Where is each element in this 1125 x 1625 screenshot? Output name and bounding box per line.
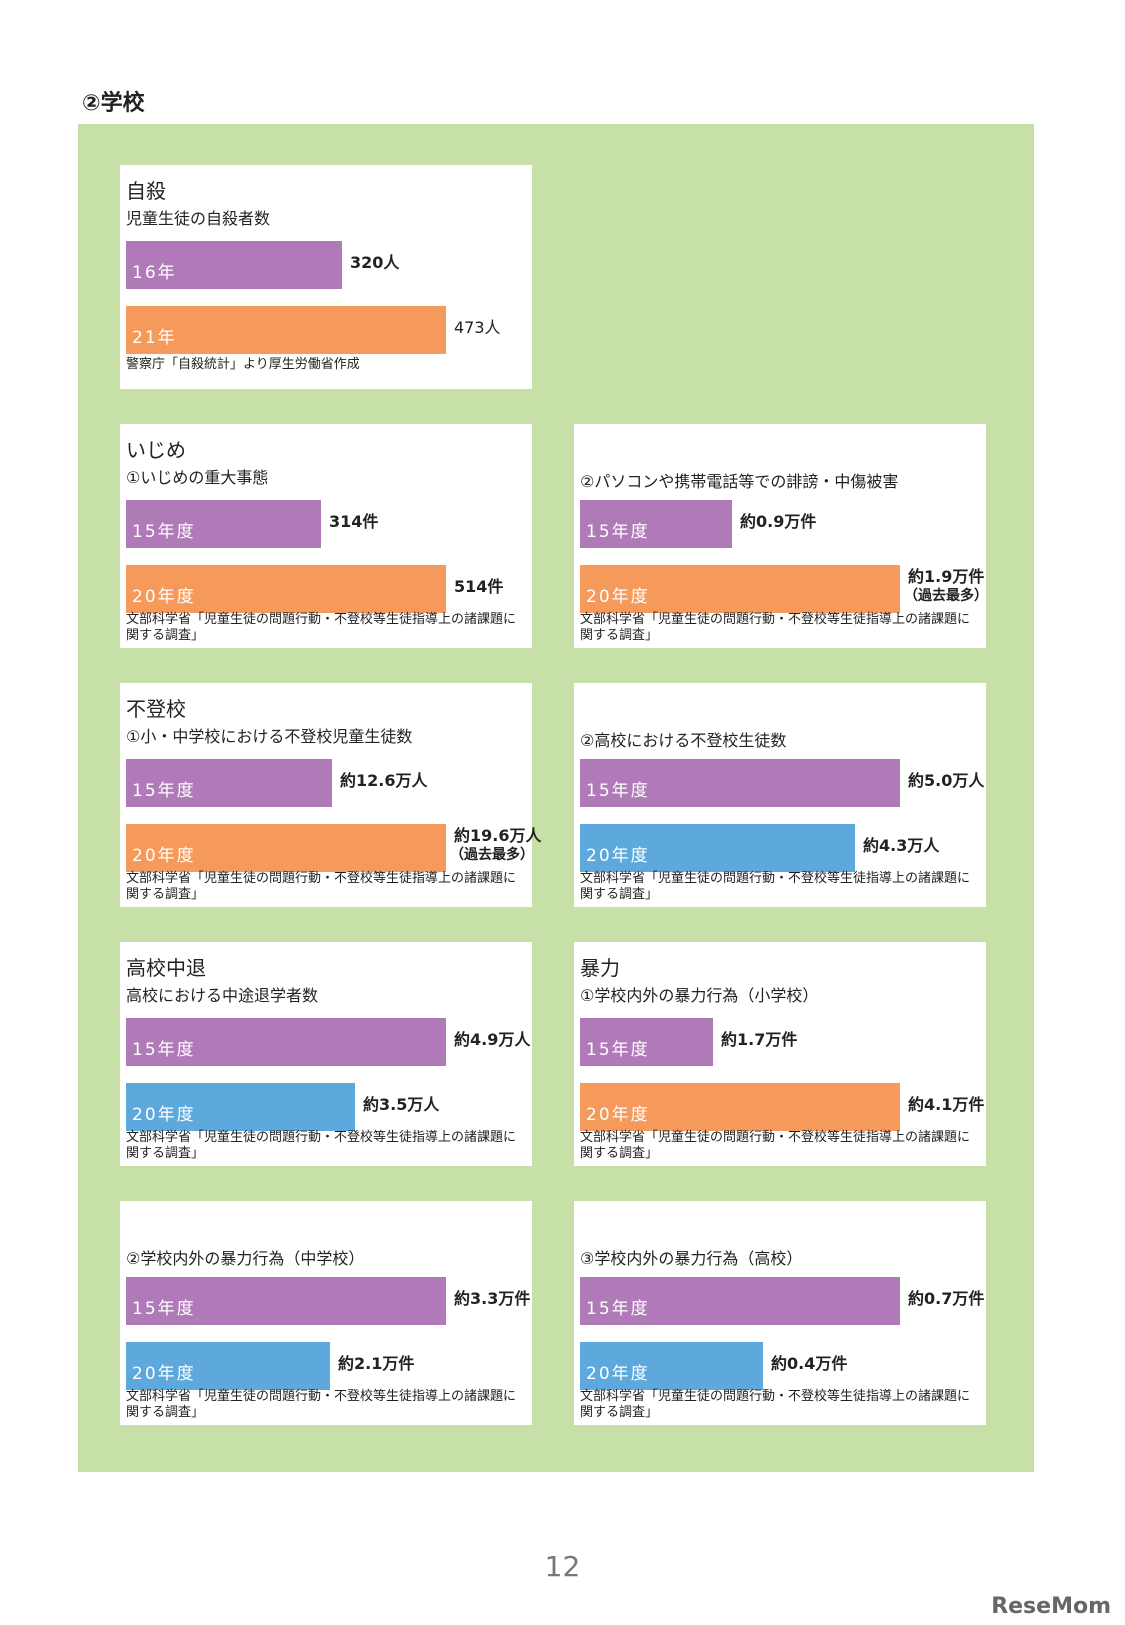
section-title: ②学校 bbox=[82, 91, 145, 116]
bar-1: 15年度 bbox=[580, 1018, 713, 1066]
panel-subtitle: 児童生徒の自殺者数 bbox=[126, 209, 271, 228]
bar-category-label: 20年度 bbox=[586, 1364, 650, 1384]
bar-2: 20年度 bbox=[580, 1342, 763, 1390]
source-note: 文部科学省「児童生徒の問題行動・不登校等生徒指導上の諸課題に関する調査」 bbox=[126, 871, 517, 902]
bar-category-label: 20年度 bbox=[586, 1105, 650, 1125]
panel-subtitle: ②パソコンや携帯電話等での誹謗・中傷被害 bbox=[580, 472, 899, 491]
bar-value-label: 約2.1万件 bbox=[338, 1354, 415, 1373]
bar-value-label: 約5.0万人 bbox=[908, 771, 985, 790]
source-note: 文部科学省「児童生徒の問題行動・不登校等生徒指導上の諸課題に関する調査」 bbox=[126, 1130, 517, 1161]
bar-category-label: 15年度 bbox=[586, 522, 650, 542]
bar-2: 20年度 bbox=[580, 565, 900, 613]
bar-value-label: 473人 bbox=[454, 318, 501, 337]
bar-value-label: 約1.9万件 bbox=[908, 567, 985, 586]
panel-title: 暴力 bbox=[580, 956, 620, 980]
panel-subtitle: 高校における中途退学者数 bbox=[126, 986, 319, 1005]
bar-category-label: 15年度 bbox=[586, 1040, 650, 1060]
bar-category-label: 20年度 bbox=[132, 587, 196, 607]
bar-2: 20年度 bbox=[126, 1083, 355, 1131]
bar-1: 15年度 bbox=[580, 500, 732, 548]
bar-1: 16年 bbox=[126, 241, 342, 289]
bar-value-label: 約3.5万人 bbox=[363, 1095, 440, 1114]
bar-1: 15年度 bbox=[126, 500, 321, 548]
bar-category-label: 15年度 bbox=[132, 522, 196, 542]
bar-value-label: 約19.6万人 bbox=[454, 826, 542, 845]
bar-value-label: 約4.3万人 bbox=[863, 836, 940, 855]
bar-value-label: 約0.4万件 bbox=[771, 1354, 848, 1373]
panel-subtitle: ①学校内外の暴力行為（小学校） bbox=[580, 986, 819, 1005]
source-note: 文部科学省「児童生徒の問題行動・不登校等生徒指導上の諸課題に関する調査」 bbox=[126, 612, 517, 643]
bar-2: 20年度 bbox=[126, 565, 446, 613]
source-note: 文部科学省「児童生徒の問題行動・不登校等生徒指導上の諸課題に関する調査」 bbox=[580, 612, 971, 643]
bar-category-label: 15年度 bbox=[586, 1299, 650, 1319]
bar-value-label: 約0.7万件 bbox=[908, 1289, 985, 1308]
panel-subtitle: ①小・中学校における不登校児童生徒数 bbox=[126, 727, 413, 746]
source-note: 文部科学省「児童生徒の問題行動・不登校等生徒指導上の諸課題に関する調査」 bbox=[580, 871, 971, 902]
bar-value-label: 約0.9万件 bbox=[740, 512, 817, 531]
panel-subtitle: ②高校における不登校生徒数 bbox=[580, 731, 787, 750]
chart-panel-9: ③学校内外の暴力行為（高校） 15年度 約0.7万件 20年度 約0.4万件文部科学省「… bbox=[574, 1201, 986, 1425]
bar-category-label: 15年度 bbox=[132, 1299, 196, 1319]
bar-value-label: 約4.1万件 bbox=[908, 1095, 985, 1114]
bar-category-label: 20年度 bbox=[132, 1105, 196, 1125]
source-note: 文部科学省「児童生徒の問題行動・不登校等生徒指導上の諸課題に関する調査」 bbox=[126, 1389, 517, 1420]
chart-panel-5: ②高校における不登校生徒数 15年度 約5.0万人 20年度 約4.3万人文部科学省「児… bbox=[574, 683, 986, 907]
chart-panel-7: 暴力 ①学校内外の暴力行為（小学校） 15年度 約1.7万件 20年度 約4.1万件文部科… bbox=[574, 942, 986, 1166]
bar-value-label: 約4.9万人 bbox=[454, 1030, 531, 1049]
panel-title: 自殺 bbox=[126, 179, 166, 203]
panel-subtitle: ①いじめの重大事態 bbox=[126, 468, 269, 487]
bar-1: 15年度 bbox=[126, 1018, 446, 1066]
bar-1: 15年度 bbox=[126, 759, 332, 807]
bar-1: 15年度 bbox=[580, 759, 900, 807]
chart-panel-4: 不登校 ①小・中学校における不登校児童生徒数 15年度 約12.6万人 20年度 約19.… bbox=[120, 683, 541, 907]
bar-value-label: 314件 bbox=[329, 512, 379, 531]
bar-2: 20年度 bbox=[580, 824, 855, 872]
page-number: 12 bbox=[544, 1550, 581, 1583]
chart-panel-2: いじめ ①いじめの重大事態 15年度 314件 20年度 514件文部科学省「児童生徒の問… bbox=[120, 424, 532, 648]
bar-category-label: 20年度 bbox=[132, 846, 196, 866]
resemom-logo: ReseMom bbox=[991, 1594, 1111, 1619]
panel-subtitle: ②学校内外の暴力行為（中学校） bbox=[126, 1249, 365, 1268]
chart-panel-6: 高校中退高校における中途退学者数 15年度 約4.9万人 20年度 約3.5万人文部科学… bbox=[120, 942, 532, 1166]
chart-panel-3: ②パソコンや携帯電話等での誹謗・中傷被害 15年度 約0.9万件 20年度 約1.9万件… bbox=[574, 424, 988, 648]
bar-2: 21年 bbox=[126, 306, 446, 354]
bar-value-label: 514件 bbox=[454, 577, 504, 596]
bar-category-label: 15年度 bbox=[132, 1040, 196, 1060]
bar-value-label: 約12.6万人 bbox=[340, 771, 428, 790]
bar-category-label: 20年度 bbox=[132, 1364, 196, 1384]
bar-value-label: 約3.3万件 bbox=[454, 1289, 531, 1308]
source-note: 文部科学省「児童生徒の問題行動・不登校等生徒指導上の諸課題に関する調査」 bbox=[580, 1389, 971, 1420]
bar-2: 20年度 bbox=[126, 1342, 330, 1390]
bar-category-label: 20年度 bbox=[586, 587, 650, 607]
bar-category-label: 20年度 bbox=[586, 846, 650, 866]
bar-value-note: （過去最多） bbox=[450, 847, 534, 863]
bar-category-label: 16年 bbox=[132, 263, 177, 283]
bar-value-label: 320人 bbox=[350, 253, 400, 272]
panel-subtitle: ③学校内外の暴力行為（高校） bbox=[580, 1249, 803, 1268]
bar-1: 15年度 bbox=[580, 1277, 900, 1325]
bar-category-label: 15年度 bbox=[132, 781, 196, 801]
panel-title: 不登校 bbox=[126, 697, 186, 721]
bar-value-label: 約1.7万件 bbox=[721, 1030, 798, 1049]
bar-1: 15年度 bbox=[126, 1277, 446, 1325]
bar-2: 20年度 bbox=[126, 824, 446, 872]
bar-value-note: （過去最多） bbox=[904, 588, 988, 604]
chart-panel-8: ②学校内外の暴力行為（中学校） 15年度 約3.3万件 20年度 約2.1万件文部科学省… bbox=[120, 1201, 532, 1425]
panel-title: 高校中退 bbox=[126, 956, 206, 980]
bar-category-label: 21年 bbox=[132, 328, 177, 348]
source-note: 文部科学省「児童生徒の問題行動・不登校等生徒指導上の諸課題に関する調査」 bbox=[580, 1130, 971, 1161]
panel-title: いじめ bbox=[126, 438, 186, 462]
bar-category-label: 15年度 bbox=[586, 781, 650, 801]
bar-2: 20年度 bbox=[580, 1083, 900, 1131]
chart-panel-1: 自殺児童生徒の自殺者数 16年 320人 21年 473人警察庁「自殺統計」より厚生労働… bbox=[120, 165, 532, 389]
source-note: 警察庁「自殺統計」より厚生労働省作成 bbox=[126, 357, 360, 372]
